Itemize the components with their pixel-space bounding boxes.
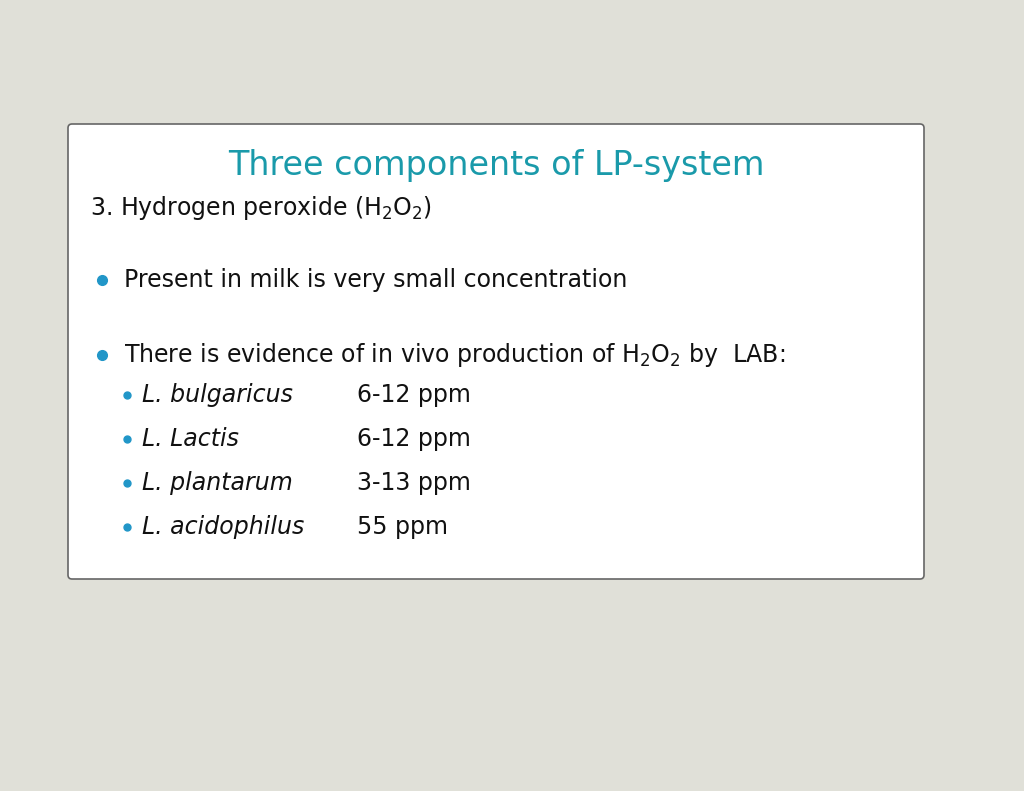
Text: 55 ppm: 55 ppm <box>357 515 449 539</box>
Text: Three components of LP-system: Three components of LP-system <box>227 149 764 181</box>
Text: L. acidophilus: L. acidophilus <box>142 515 304 539</box>
Text: 3-13 ppm: 3-13 ppm <box>357 471 471 495</box>
Text: L. bulgaricus: L. bulgaricus <box>142 383 293 407</box>
Text: 6-12 ppm: 6-12 ppm <box>357 383 471 407</box>
FancyBboxPatch shape <box>68 124 924 579</box>
Text: L. Lactis: L. Lactis <box>142 427 239 451</box>
Text: L. plantarum: L. plantarum <box>142 471 293 495</box>
Text: 6-12 ppm: 6-12 ppm <box>357 427 471 451</box>
Text: 3. Hydrogen peroxide (H$_2$O$_2$): 3. Hydrogen peroxide (H$_2$O$_2$) <box>90 194 432 222</box>
Text: Present in milk is very small concentration: Present in milk is very small concentrat… <box>124 268 628 292</box>
Text: There is evidence of in vivo production of H$_2$O$_2$ by  LAB:: There is evidence of in vivo production … <box>124 341 785 369</box>
